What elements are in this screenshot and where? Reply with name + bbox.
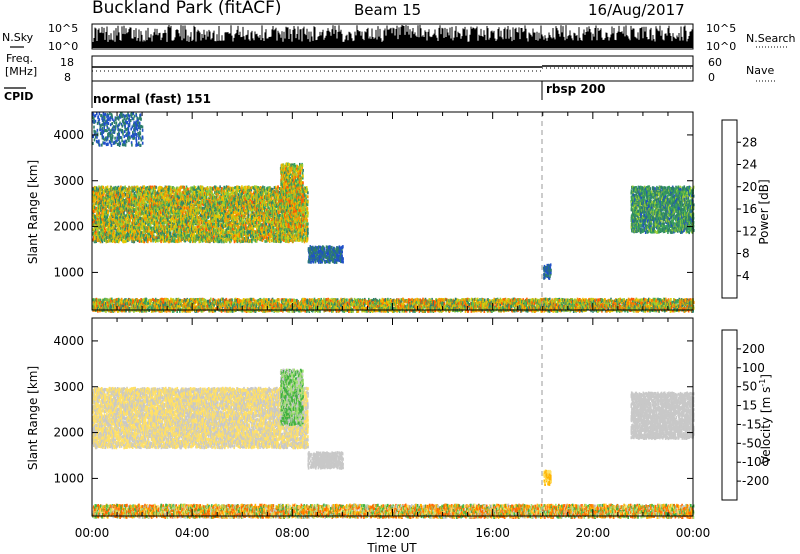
power-heatmap	[92, 112, 695, 313]
range-cell	[161, 196, 163, 199]
freq-tick-low: 8	[64, 71, 71, 84]
range-cell	[206, 219, 208, 222]
nsky-tick-high: 10^5	[48, 22, 78, 35]
range-cell	[146, 204, 148, 207]
freq-label: Freq.	[6, 52, 33, 65]
range-cell	[155, 186, 157, 189]
nsearch-tick-low: 10^0	[706, 40, 736, 53]
range-cell	[107, 186, 109, 189]
range-cell	[221, 214, 223, 217]
range-cell	[167, 233, 169, 236]
range-cell	[176, 210, 178, 213]
range-cell	[123, 240, 125, 243]
range-cell	[158, 216, 160, 219]
range-cell	[228, 192, 230, 195]
range-cell	[183, 186, 185, 189]
range-cell	[144, 239, 146, 242]
range-cell	[197, 216, 199, 219]
nsky-label: N.Sky	[2, 31, 34, 44]
range-cell	[94, 206, 96, 209]
range-cell	[199, 222, 201, 225]
range-cell	[100, 221, 102, 224]
range-cell	[106, 228, 108, 231]
range-cell	[140, 228, 142, 231]
range-cell	[108, 209, 110, 212]
cpid-segment-1: normal (fast) 151	[93, 92, 211, 106]
range-cell	[199, 211, 201, 214]
nsearch-label: N.Search	[746, 32, 796, 45]
range-cell	[103, 186, 105, 189]
nsearch-tick-high: 10^5	[706, 22, 736, 35]
range-cell	[162, 212, 164, 215]
range-cell	[224, 186, 226, 189]
range-cell	[156, 212, 158, 215]
range-cell	[164, 226, 166, 229]
beam-title: Beam 15	[354, 1, 421, 19]
range-cell	[129, 222, 131, 225]
range-cell	[218, 240, 220, 243]
range-cell	[179, 189, 181, 192]
nave-tick-low: 0	[708, 71, 715, 84]
range-cell	[206, 196, 208, 199]
nave-label: Nave	[746, 64, 774, 77]
range-cell	[181, 229, 183, 232]
range-cell	[219, 185, 221, 188]
nave-tick-high: 60	[708, 56, 722, 69]
range-cell	[188, 230, 190, 233]
range-cell	[208, 190, 210, 193]
nsky-tick-low: 10^0	[48, 40, 78, 53]
range-cell	[123, 212, 125, 215]
range-cell	[193, 225, 195, 228]
range-cell	[187, 188, 189, 191]
station-title: Buckland Park (fitACF)	[92, 0, 282, 18]
range-cell	[203, 239, 205, 242]
range-cell	[110, 206, 112, 209]
range-cell	[190, 224, 192, 227]
cpid-segment-2: rbsp 200	[546, 82, 605, 96]
nsky-bars	[93, 25, 692, 48]
range-cell	[126, 217, 128, 220]
range-cell	[202, 186, 204, 189]
range-cell	[150, 239, 152, 242]
range-cell	[94, 210, 96, 213]
date-title: 16/Aug/2017	[588, 1, 685, 19]
freq-unit: [MHz]	[5, 65, 37, 78]
range-cell	[136, 195, 138, 198]
freq-tick-high: 18	[60, 56, 74, 69]
range-cell	[130, 219, 132, 222]
cpid-label: CPID	[4, 90, 33, 103]
range-cell	[157, 239, 159, 242]
range-cell	[150, 190, 152, 193]
